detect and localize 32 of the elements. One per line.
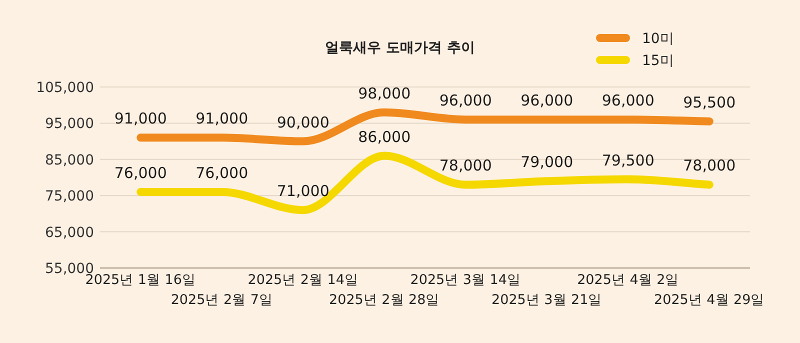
y-tick-label: 75,000 [45,188,94,205]
data-label: 96,000 [602,92,654,110]
x-tick-label: 2025년 2월 14일 [248,272,358,288]
x-tick-label: 2025년 3월 21일 [492,292,602,308]
legend-label: 15미 [642,53,674,69]
y-tick-label: 65,000 [45,224,94,241]
data-label: 78,000 [683,156,736,175]
data-label: 76,000 [196,164,248,182]
y-tick-label: 85,000 [45,152,94,168]
x-tick-label: 2025년 4월 29일 [654,292,765,308]
y-tick-label: 105,000 [36,80,94,96]
x-tick-label: 2025년 2월 28일 [329,292,440,308]
x-tick-label: 2025년 4월 2일 [577,272,680,288]
data-label: 98,000 [358,84,411,102]
data-label: 90,000 [276,113,330,132]
data-label: 86,000 [358,128,411,146]
data-label: 78,000 [439,156,492,175]
legend-label: 10미 [642,31,674,47]
x-tick-label: 2025년 3월 14일 [410,272,521,288]
data-label: 71,000 [276,182,330,200]
y-tick-label: 95,000 [45,116,94,132]
chart-title: 얼룩새우 도매가격 추이 [325,40,475,56]
data-label: 79,000 [520,153,574,172]
data-label: 96,000 [439,92,492,110]
data-label: 91,000 [196,110,248,128]
data-label: 95,500 [683,93,736,112]
data-label: 96,000 [520,92,574,110]
x-tick-label: 2025년 2월 7일 [170,292,273,308]
x-tick-label: 2025년 1월 16일 [85,272,196,288]
data-label: 91,000 [114,110,167,128]
data-label: 76,000 [114,164,167,182]
data-label: 79,500 [602,151,654,170]
